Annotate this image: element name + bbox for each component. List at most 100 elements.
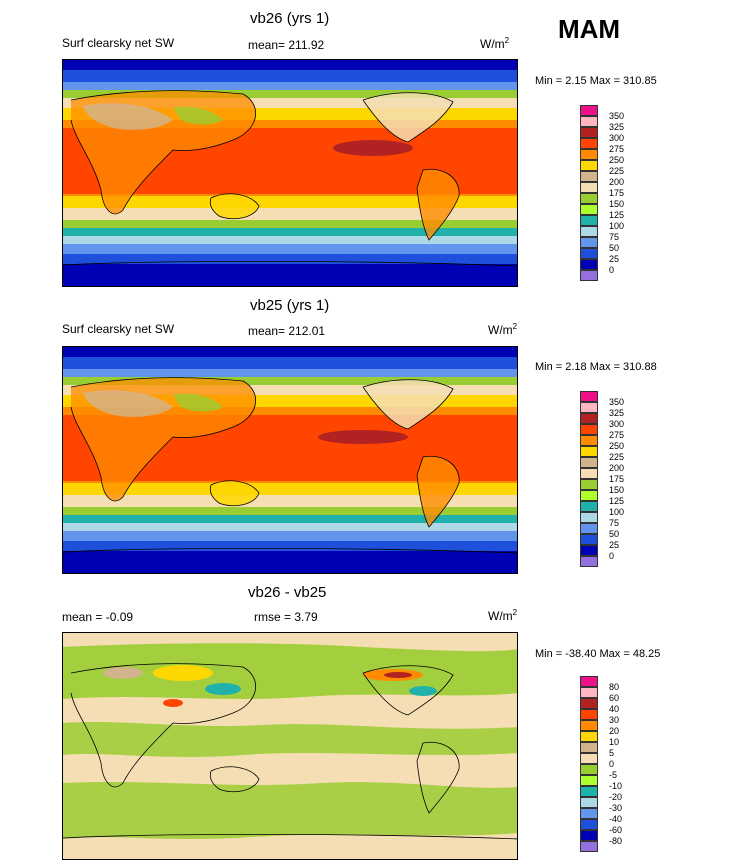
colorbar-swatch: [580, 457, 598, 468]
colorbar-swatch: [580, 687, 598, 698]
colorbar-tick-label: 25: [609, 254, 620, 264]
panel-3-mean-label: mean = -0.09: [62, 610, 134, 624]
panel-3-title: vb26 - vb25: [248, 584, 327, 601]
colorbar-swatch: [580, 764, 598, 775]
colorbar-tick-label: 10: [609, 737, 620, 747]
colorbar-tick-label: 175: [609, 474, 625, 484]
colorbar-swatch: [580, 182, 598, 193]
colorbar-tick-label: -30: [609, 803, 623, 813]
colorbar-swatch: [580, 698, 598, 709]
colorbar-tick-label: 50: [609, 529, 620, 539]
colorbar-swatch: [580, 435, 598, 446]
colorbar-swatch: [580, 830, 598, 841]
panel-1-variable-label: Surf clearsky net SW: [62, 36, 175, 50]
colorbar-tick-label: 350: [609, 397, 625, 407]
colorbar-tick-label: 75: [609, 518, 620, 528]
colorbar-swatch: [580, 545, 598, 556]
colorbar-tick-label: 100: [609, 507, 625, 517]
colorbar-swatch: [580, 149, 598, 160]
colorbar-tick-label: 200: [609, 177, 625, 187]
colorbar-tick-label: 275: [609, 430, 625, 440]
colorbar-tick-label: 0: [609, 265, 615, 275]
panel-1-minmax: Min = 2.15 Max = 310.85: [535, 75, 657, 87]
colorbar-tick-label: 40: [609, 704, 620, 714]
panel-2-variable-label: Surf clearsky net SW: [62, 322, 175, 336]
colorbar-tick-label: 325: [609, 122, 625, 132]
colorbar-swatch: [580, 116, 598, 127]
colorbar-swatch: [580, 226, 598, 237]
colorbar-tick-label: 75: [609, 232, 620, 242]
colorbar-tick-label: 25: [609, 540, 620, 550]
season-title: MAM: [558, 14, 621, 44]
colorbar-swatch: [580, 676, 598, 687]
colorbar-swatch: [580, 171, 598, 182]
colorbar-tick-label: 200: [609, 463, 625, 473]
panel-1-title: vb26 (yrs 1): [250, 10, 330, 27]
colorbar-swatch: [580, 160, 598, 171]
colorbar-swatch: [580, 808, 598, 819]
colorbar-tick-label: 175: [609, 188, 625, 198]
colorbar-tick-label: 250: [609, 155, 625, 165]
panel-2-minmax: Min = 2.18 Max = 310.88: [535, 361, 657, 373]
colorbar-tick-label: 30: [609, 715, 620, 725]
colorbar-tick-label: 0: [609, 759, 615, 769]
panel-2-units: W/m2: [488, 322, 518, 337]
colorbar-tick-label: 300: [609, 419, 625, 429]
colorbar-swatch: [580, 391, 598, 402]
colorbar-swatch: [580, 742, 598, 753]
colorbar-tick-label: -40: [609, 814, 623, 824]
colorbar-swatch: [580, 193, 598, 204]
colorbar-swatch: [580, 731, 598, 742]
colorbar-swatch: [580, 138, 598, 149]
colorbar-swatch: [580, 786, 598, 797]
colorbar-swatch: [580, 424, 598, 435]
colorbar-tick-label: 20: [609, 726, 620, 736]
colorbar-tick-label: 80: [609, 682, 620, 692]
colorbar-swatch: [580, 490, 598, 501]
colorbar-tick-label: 5: [609, 748, 615, 758]
colorbar-tick-label: 0: [609, 551, 615, 561]
colorbar-swatch: [580, 402, 598, 413]
colorbar-swatch: [580, 556, 598, 567]
panel-1-map: [62, 59, 518, 287]
colorbar-tick-label: 50: [609, 243, 620, 253]
colorbar-swatch: [580, 259, 598, 270]
colorbar-swatch: [580, 534, 598, 545]
colorbar-tick-label: 60: [609, 693, 620, 703]
colorbar-tick-label: -20: [609, 792, 623, 802]
panel-1-mean-label: mean= 211.92: [248, 38, 325, 52]
panel-1-units: W/m2: [480, 36, 510, 51]
colorbar-tick-label: -5: [609, 770, 618, 780]
colorbar-tick-label: 275: [609, 144, 625, 154]
colorbar-swatch: [580, 446, 598, 457]
colorbar-tick-label: 225: [609, 166, 625, 176]
colorbar-tick-label: 225: [609, 452, 625, 462]
colorbar-swatch: [580, 797, 598, 808]
colorbar-tick-label: 150: [609, 199, 625, 209]
colorbar-tick-label: 125: [609, 210, 625, 220]
colorbar-tick-label: -10: [609, 781, 623, 791]
colorbar-tick-label: 125: [609, 496, 625, 506]
colorbar-swatch: [580, 127, 598, 138]
colorbar-swatch: [580, 413, 598, 424]
colorbar-swatch: [580, 775, 598, 786]
colorbar-swatch: [580, 753, 598, 764]
colorbar-swatch: [580, 709, 598, 720]
panel-3-map: [62, 632, 518, 860]
colorbar-swatch: [580, 479, 598, 490]
colorbar-swatch: [580, 819, 598, 830]
colorbar-swatch: [580, 105, 598, 116]
colorbar-swatch: [580, 204, 598, 215]
colorbar-swatch: [580, 720, 598, 731]
panel-2-title: vb25 (yrs 1): [250, 297, 330, 314]
colorbar-tick-label: 100: [609, 221, 625, 231]
colorbar-tick-label: -60: [609, 825, 623, 835]
colorbar-tick-label: 150: [609, 485, 625, 495]
panel-3-minmax: Min = -38.40 Max = 48.25: [535, 648, 661, 660]
colorbar-swatch: [580, 215, 598, 226]
colorbar-swatch: [580, 270, 598, 281]
colorbar-swatch: [580, 512, 598, 523]
colorbar-swatch: [580, 523, 598, 534]
colorbar-tick-label: 325: [609, 408, 625, 418]
colorbar-tick-label: 350: [609, 111, 625, 121]
